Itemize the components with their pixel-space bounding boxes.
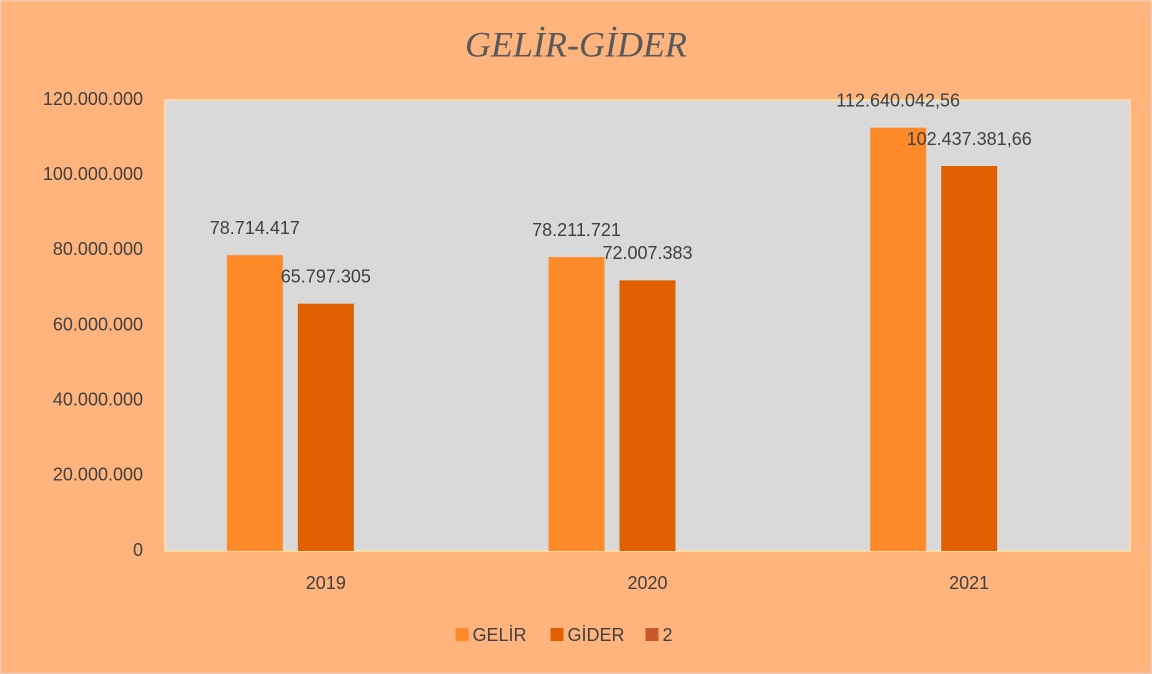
data-label: 65.797.305 <box>281 266 371 286</box>
legend-swatch <box>645 628 659 641</box>
legend-swatch <box>455 628 469 641</box>
legend-label: 2 <box>663 625 673 645</box>
y-tick-label: 40.000.000 <box>53 389 143 409</box>
x-tick-label: 2019 <box>306 573 346 593</box>
bar <box>870 127 927 552</box>
data-label: 72.007.383 <box>602 243 692 263</box>
data-label: 112.640.042,56 <box>836 90 960 110</box>
bar <box>548 257 605 551</box>
y-tick-label: 0 <box>133 540 143 560</box>
bar <box>226 255 283 551</box>
bar <box>619 280 676 551</box>
x-tick-label: 2021 <box>949 573 989 593</box>
data-label: 78.211.721 <box>532 220 621 240</box>
bar <box>297 303 354 551</box>
bar <box>941 166 998 552</box>
data-label: 78.714.417 <box>210 218 300 238</box>
y-tick-label: 60.000.000 <box>53 314 143 334</box>
y-tick-label: 20.000.000 <box>53 465 143 485</box>
data-label: 102.437.381,66 <box>907 129 1032 149</box>
legend-swatch <box>550 628 564 641</box>
x-tick-label: 2020 <box>627 573 667 593</box>
y-tick-label: 80.000.000 <box>53 239 143 259</box>
legend-label: GELİR <box>473 625 527 645</box>
legend-label: GİDER <box>568 625 625 645</box>
chart-title: GELİR-GİDER <box>465 24 687 64</box>
y-tick-label: 120.000.000 <box>43 89 143 109</box>
y-tick-label: 100.000.000 <box>43 164 143 184</box>
